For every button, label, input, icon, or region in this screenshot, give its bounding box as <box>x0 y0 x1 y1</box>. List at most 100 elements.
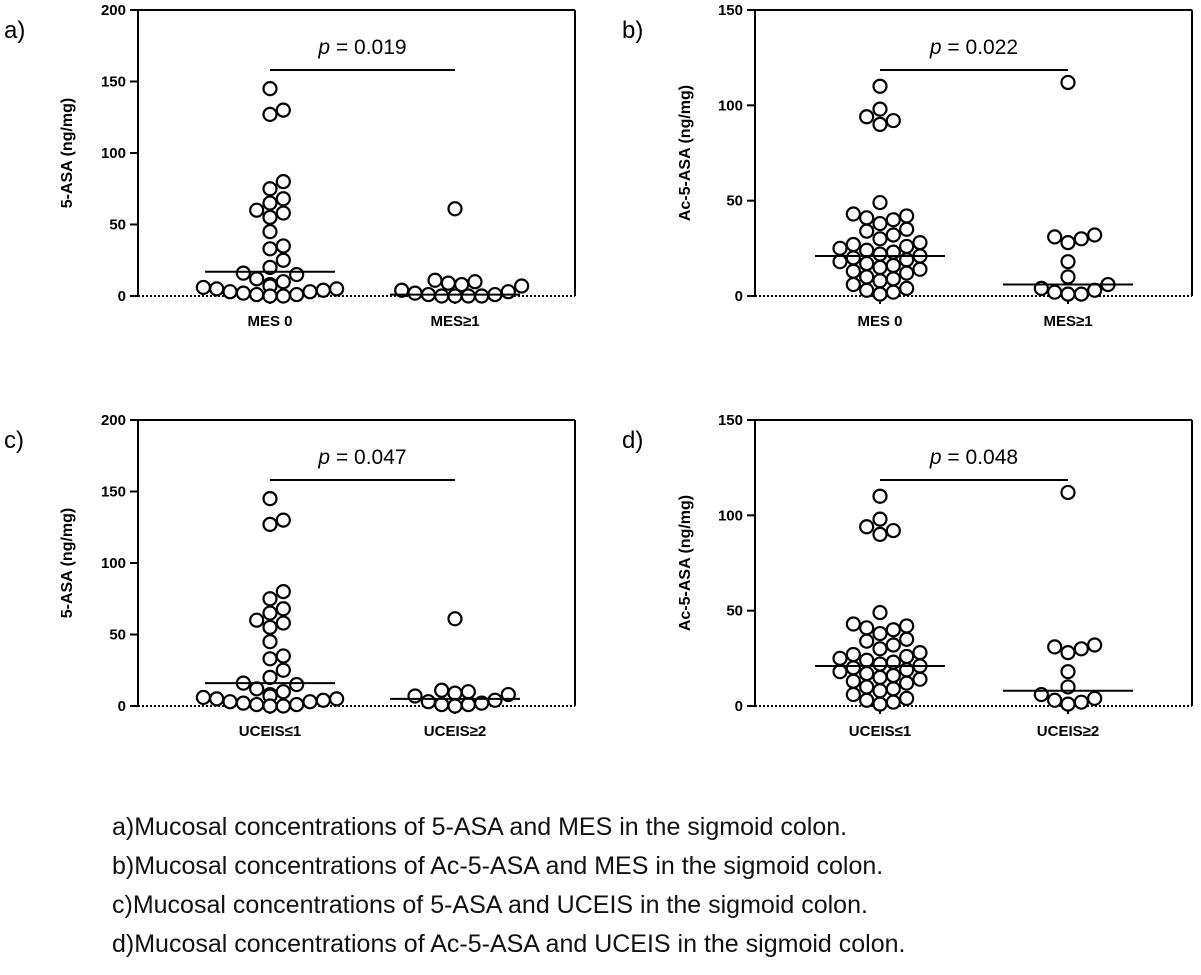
data-point <box>1087 282 1103 298</box>
data-point <box>329 281 345 297</box>
chart-panel-3: c) 0 50 100 150 200 5-ASA (ng/mg) UCEIS≤1 UCEIS≥… <box>4 412 576 740</box>
data-point <box>845 250 861 266</box>
data-point <box>249 286 265 303</box>
data-point <box>872 231 888 247</box>
x-tick-label: MES 0 <box>247 313 292 330</box>
data-point <box>885 681 901 697</box>
y-axis-label: Ac-5-ASA (ng/mg) <box>677 85 694 221</box>
data-point <box>447 611 463 627</box>
data-point <box>262 288 278 304</box>
data-point <box>222 284 238 300</box>
data-point <box>899 690 915 706</box>
data-point <box>275 252 291 268</box>
data-point <box>859 620 875 636</box>
data-point <box>872 78 888 94</box>
p-value-symbol: p <box>317 36 330 59</box>
data-point <box>885 227 901 243</box>
y-tick-label: 200 <box>101 2 126 19</box>
data-point <box>885 271 901 287</box>
data-point <box>1073 286 1089 302</box>
data-point <box>447 685 463 701</box>
data-point <box>1060 286 1076 302</box>
data-point <box>832 254 848 270</box>
y-tick-label: 50 <box>109 217 126 234</box>
data-point <box>262 209 278 225</box>
data-point <box>427 272 443 288</box>
y-axis-label: 5-ASA (ng/mg) <box>59 98 76 209</box>
data-point <box>845 660 861 676</box>
data-point <box>859 255 875 272</box>
data-point <box>885 694 901 710</box>
x-tick-label: UCEIS≥2 <box>1037 723 1099 740</box>
data-point <box>912 235 928 251</box>
data-point <box>275 615 291 631</box>
data-point <box>275 238 291 254</box>
data-point <box>440 275 456 291</box>
data-point <box>845 686 861 703</box>
y-tick-label: 150 <box>718 2 743 19</box>
data-point <box>262 106 278 122</box>
data-point <box>289 266 305 283</box>
y-tick-label: 100 <box>718 97 743 114</box>
data-point <box>262 516 278 532</box>
y-tick-label: 150 <box>101 74 126 91</box>
data-point <box>447 288 463 304</box>
data-point <box>262 224 278 240</box>
data-point <box>1060 645 1076 661</box>
data-point <box>275 601 291 617</box>
data-point <box>275 205 291 221</box>
data-point <box>315 282 331 298</box>
p-value-symbol: p <box>929 36 942 59</box>
data-point <box>262 195 278 211</box>
data-point <box>872 116 888 133</box>
data-point <box>885 622 901 638</box>
data-point <box>262 241 278 257</box>
p-value-number: = 0.047 <box>330 446 406 469</box>
y-tick-label: 100 <box>101 555 126 572</box>
p-value-label: p = 0.047 <box>317 446 406 469</box>
data-point <box>1073 694 1089 710</box>
chart-panel-4: d) 0 50 100 150 Ac-5-ASA (ng/mg) UCEIS≤1 UCEIS≥… <box>622 412 1193 740</box>
x-tick-label: MES≥1 <box>430 313 479 330</box>
data-point <box>262 491 278 507</box>
data-point <box>447 201 463 217</box>
panel-label: c) <box>4 427 24 454</box>
data-point <box>885 112 901 129</box>
p-value-label: p = 0.022 <box>929 36 1018 59</box>
data-point <box>872 625 888 642</box>
data-point <box>899 631 915 647</box>
data-point <box>885 522 901 539</box>
data-point <box>872 273 888 289</box>
data-point <box>899 238 915 255</box>
data-point <box>832 664 848 680</box>
data-point <box>454 276 470 293</box>
data-point <box>872 488 888 504</box>
data-point <box>302 284 318 300</box>
data-point <box>1060 269 1076 285</box>
data-point <box>275 684 291 700</box>
data-point <box>1060 254 1076 270</box>
data-point <box>859 679 875 695</box>
data-point <box>249 271 265 287</box>
y-tick-label: 50 <box>726 193 743 210</box>
y-axis-label: Ac-5-ASA (ng/mg) <box>677 495 694 631</box>
data-point <box>434 682 450 698</box>
data-point <box>222 694 238 710</box>
data-point <box>872 604 888 621</box>
data-point <box>249 681 265 697</box>
data-point <box>859 282 875 298</box>
data-point <box>1087 637 1103 653</box>
data-point <box>262 181 278 197</box>
p-value-number: = 0.019 <box>330 36 406 59</box>
p-value-symbol: p <box>317 446 330 469</box>
data-point <box>885 637 901 653</box>
y-tick-label: 0 <box>118 698 126 715</box>
data-point <box>1060 235 1076 251</box>
data-point <box>872 194 888 211</box>
data-point <box>195 689 211 706</box>
data-point <box>845 276 861 293</box>
data-point <box>885 284 901 300</box>
data-point <box>460 696 476 713</box>
data-point <box>872 215 888 232</box>
data-point <box>249 612 265 628</box>
